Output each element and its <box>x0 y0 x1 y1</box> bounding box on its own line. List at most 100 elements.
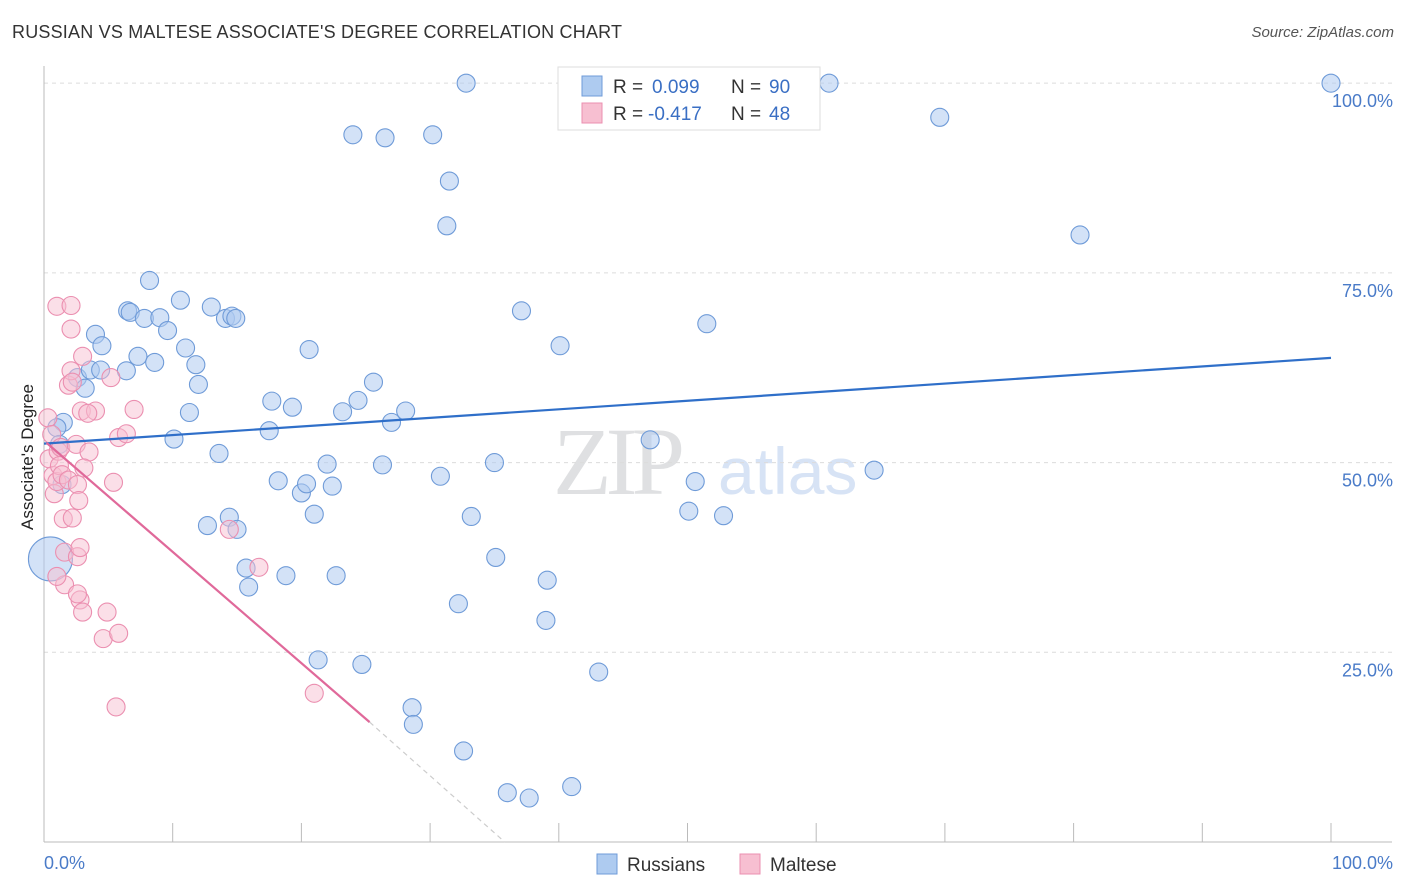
maltese-trend-line <box>45 442 371 723</box>
russian-point-56 <box>381 412 402 432</box>
watermark-zip: ZIP <box>553 408 682 515</box>
russian-point-45 <box>308 650 328 670</box>
russian-point-43 <box>299 339 319 360</box>
russian-point-73 <box>536 610 556 630</box>
maltese-point-21 <box>62 508 82 528</box>
russian-point-42 <box>296 474 317 494</box>
x-tick-label-max: 100.0% <box>1332 853 1393 873</box>
maltese-point-18 <box>62 372 82 392</box>
maltese-point-0 <box>38 408 58 428</box>
legend-maltese-swatch <box>581 102 603 124</box>
maltese-point-27 <box>67 584 88 604</box>
russian-point-84 <box>819 73 839 93</box>
legend-russian-r-value: 0.099 <box>652 77 700 98</box>
russian-point-48 <box>326 566 346 586</box>
maltese-point-44 <box>249 557 269 577</box>
y-tick-label-0: 25.0% <box>1342 660 1393 680</box>
russian-point-53 <box>363 372 384 392</box>
maltese-point-32 <box>79 442 99 462</box>
gridlines <box>44 82 1392 653</box>
russian-point-39 <box>276 566 296 586</box>
russian-point-54 <box>372 455 393 475</box>
maltese-point-24 <box>69 490 89 511</box>
legend-bottom-russians-swatch <box>596 853 618 875</box>
russian-point-37 <box>262 391 282 411</box>
russian-point-28 <box>209 443 229 464</box>
maltese-point-40 <box>109 623 129 643</box>
y-tick-labels: 25.0% 50.0% 75.0% 100.0% <box>1332 91 1393 680</box>
russian-point-21 <box>170 290 190 310</box>
russian-point-57 <box>396 401 416 421</box>
russian-point-76 <box>562 777 582 797</box>
y-tick-label-3: 100.0% <box>1332 91 1393 111</box>
chart-title: RUSSIAN VS MALTESE ASSOCIATE'S DEGREE CO… <box>12 22 623 42</box>
russian-point-26 <box>197 516 217 536</box>
russian-point-19 <box>158 321 178 341</box>
russian-point-86 <box>930 107 950 127</box>
russian-point-70 <box>497 783 517 803</box>
legend-bottom: Russians Maltese <box>596 853 837 876</box>
russian-point-44 <box>304 504 324 524</box>
russian-point-59 <box>403 714 423 734</box>
russian-point-20 <box>164 429 184 449</box>
russian-point-72 <box>519 788 539 808</box>
maltese-point-19 <box>61 295 81 316</box>
y-axis-label: Associate's Degree <box>18 384 37 530</box>
legend-russian-n-label: N = <box>731 77 761 98</box>
watermark-atlas: atlas <box>718 434 857 508</box>
russian-point-67 <box>461 506 481 527</box>
russian-point-82 <box>713 506 734 526</box>
russian-point-85 <box>864 460 884 480</box>
russian-point-65 <box>454 741 474 761</box>
maltese-points <box>38 295 324 717</box>
russian-point-36 <box>259 421 279 441</box>
russian-point-62 <box>439 171 459 191</box>
russian-point-35 <box>239 577 259 597</box>
maltese-point-28 <box>70 538 90 558</box>
legend-top: R = 0.099 N = 90 R = -0.417 N = 48 <box>557 66 821 131</box>
russian-point-66 <box>456 73 476 93</box>
russian-point-77 <box>589 662 609 682</box>
russian-point-31 <box>226 308 246 328</box>
legend-russian-r-label: R = <box>613 77 643 98</box>
russian-point-46 <box>317 454 337 474</box>
russian-point-64 <box>448 594 468 614</box>
legend-bottom-russians-label: Russians <box>627 855 705 876</box>
maltese-point-38 <box>106 697 126 717</box>
maltese-point-13 <box>47 566 67 586</box>
russian-point-51 <box>348 390 368 410</box>
maltese-point-23 <box>67 475 88 495</box>
russian-point-49 <box>333 402 353 422</box>
russian-point-25 <box>188 374 208 394</box>
y-tick-label-1: 50.0% <box>1342 471 1393 491</box>
legend-maltese-r-value: -0.417 <box>648 104 702 125</box>
russian-point-81 <box>697 314 717 334</box>
x-tick-label-min: 0.0% <box>44 853 85 873</box>
maltese-trend-extension <box>369 721 506 843</box>
russian-point-69 <box>486 547 506 567</box>
russian-point-9 <box>92 336 112 356</box>
russian-point-22 <box>176 338 196 358</box>
russian-point-63 <box>437 216 457 236</box>
maltese-point-42 <box>124 399 144 420</box>
russian-point-27 <box>201 297 221 317</box>
russian-point-40 <box>282 397 302 417</box>
maltese-point-45 <box>304 683 324 703</box>
legend-maltese-n-label: N = <box>731 104 761 125</box>
russian-point-50 <box>343 125 363 145</box>
russian-point-58 <box>402 698 422 718</box>
legend-maltese-n-value: 48 <box>769 104 790 125</box>
legend-russian-n-value: 90 <box>769 77 790 98</box>
russian-point-80 <box>685 472 705 492</box>
russian-point-38 <box>268 471 288 491</box>
legend-bottom-maltese-swatch <box>739 853 761 875</box>
maltese-point-43 <box>219 519 239 539</box>
russian-point-87 <box>1070 225 1090 245</box>
russian-point-88 <box>1321 73 1341 93</box>
russian-point-24 <box>186 355 206 375</box>
russian-point-74 <box>537 570 557 590</box>
russian-point-75 <box>550 336 570 356</box>
russian-point-47 <box>322 476 342 496</box>
russian-point-61 <box>430 466 450 486</box>
russian-point-60 <box>423 125 443 145</box>
